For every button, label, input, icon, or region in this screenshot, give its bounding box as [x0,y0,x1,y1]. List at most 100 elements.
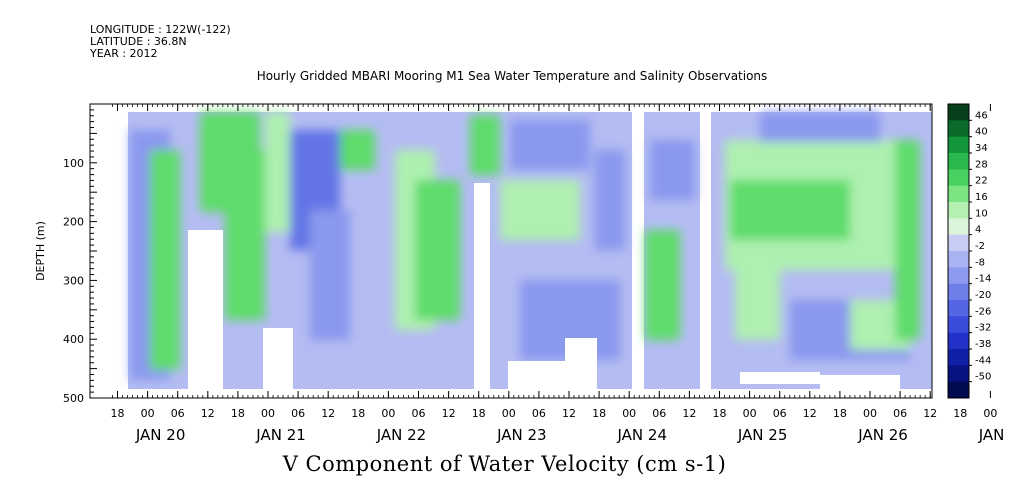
field-patch [650,140,695,200]
colorbar-label: 28 [975,159,988,170]
x-date-label: JAN 26 [857,426,908,444]
x-hour-label: 18 [833,407,847,420]
colorbar-swatch [948,349,969,366]
x-hour-label: 18 [472,407,486,420]
colorbar-swatch [948,300,969,317]
colorbar-label: 40 [975,127,988,138]
x-hour-label: 06 [532,407,546,420]
data-gap [508,361,568,390]
colorbar-label: 10 [975,208,988,219]
x-hour-label: 18 [953,407,967,420]
x-date-label: JAN 21 [255,426,306,444]
colorbar-label: -8 [975,257,985,268]
x-date-label: JAN 25 [737,426,788,444]
field-patch [645,230,680,340]
y-tick-label: 100 [63,157,84,170]
y-tick-label: 400 [63,333,84,346]
x-date-label: JAN 27 [978,426,1009,444]
x-hour-label: 00 [381,407,395,420]
colorbar-swatch [948,267,969,285]
x-hour-label: 00 [863,407,877,420]
colorbar-label: 22 [975,176,988,187]
colorbar-swatch [948,169,969,187]
colorbar-swatch [948,332,969,350]
field-patch [340,130,375,170]
x-hour-label: 12 [803,407,817,420]
latitude-label: LATITUDE : 36.8N [90,35,187,48]
x-hour-label: 00 [743,407,757,420]
colorbar-label: -44 [975,355,991,366]
field-patch [735,260,780,340]
colorbar-swatch [948,120,969,138]
colorbar-swatch [948,283,969,301]
x-hour-label: 00 [983,407,997,420]
colorbar-swatch [948,202,969,219]
x-date-label: JAN 24 [617,426,668,444]
colorbar-swatch [948,316,969,334]
colorbar-label: -14 [975,274,991,285]
colorbar-label: -20 [975,290,991,301]
x-hour-label: 06 [291,407,305,420]
colorbar-label: -38 [975,339,991,350]
data-gap [740,372,820,384]
colorbar-swatch [948,365,969,383]
colorbar-swatch [948,104,969,121]
field-patch [265,112,290,232]
x-hour-label: 18 [111,407,125,420]
x-hour-label: 12 [201,407,215,420]
colorbar-swatch [948,234,969,252]
field-patch [225,150,265,320]
x-hour-label: 12 [923,407,937,420]
x-hour-label: 12 [562,407,576,420]
data-gap [565,338,597,390]
colorbar-label: -2 [975,241,985,252]
heatmap-field [128,112,932,390]
x-hour-label: 06 [893,407,907,420]
colorbar-label: -32 [975,323,991,334]
y-axis: 100 200 300 400 500 [63,109,97,405]
colorbar-swatch [948,381,969,399]
x-hour-label: 00 [622,407,636,420]
field-patch [730,180,850,240]
y-tick-label: 200 [63,216,84,229]
x-hour-label: 06 [773,407,787,420]
colorbar-swatch [948,185,969,203]
field-patch [415,180,460,320]
field-patch [150,150,180,370]
chart-title: Hourly Gridded MBARI Mooring M1 Sea Wate… [257,69,768,83]
x-hour-label: 00 [261,407,275,420]
x-axis-title: V Component of Water Velocity (cm s-1) [282,452,727,476]
x-date-label: JAN 22 [376,426,427,444]
x-hour-label: 18 [231,407,245,420]
x-hour-label: 12 [442,407,456,420]
colorbar-swatch [948,153,969,170]
colorbar-label: 34 [975,143,988,154]
x-hour-label: 00 [141,407,155,420]
year-label: YEAR : 2012 [90,47,158,60]
x-axis: 18 00 06 12 18 00 06 12 18 00 06 12 18 00 06 12 18 00 06 12… [111,104,1009,444]
colorbar-swatch [948,251,969,268]
x-hour-label: 06 [412,407,426,420]
data-gap [263,328,293,390]
data-gap [474,183,490,390]
x-hour-label: 12 [321,407,335,420]
colorbar-label: -50 [975,372,991,383]
x-date-label: JAN 20 [135,426,186,444]
x-hour-label: 18 [351,407,365,420]
x-hour-label: 06 [171,407,185,420]
data-gap [188,230,223,390]
colorbar-label: 16 [975,192,988,203]
x-date-label: JAN 23 [496,426,547,444]
x-hour-label: 18 [592,407,606,420]
longitude-label: LONGITUDE : 122W(-122) [90,23,231,36]
field-patch [595,150,625,250]
colorbar-swatch [948,136,969,154]
field-patch [510,120,590,170]
x-hour-label: 00 [502,407,516,420]
field-patch [500,180,580,240]
colorbar: 46 40 34 28 22 16 10 4 -2 -8 -14 -20 -26 -32 -38 -44 -50 [947,103,991,399]
colorbar-label: 46 [975,110,988,121]
field-patch [470,115,500,175]
y-tick-label: 500 [63,392,84,405]
